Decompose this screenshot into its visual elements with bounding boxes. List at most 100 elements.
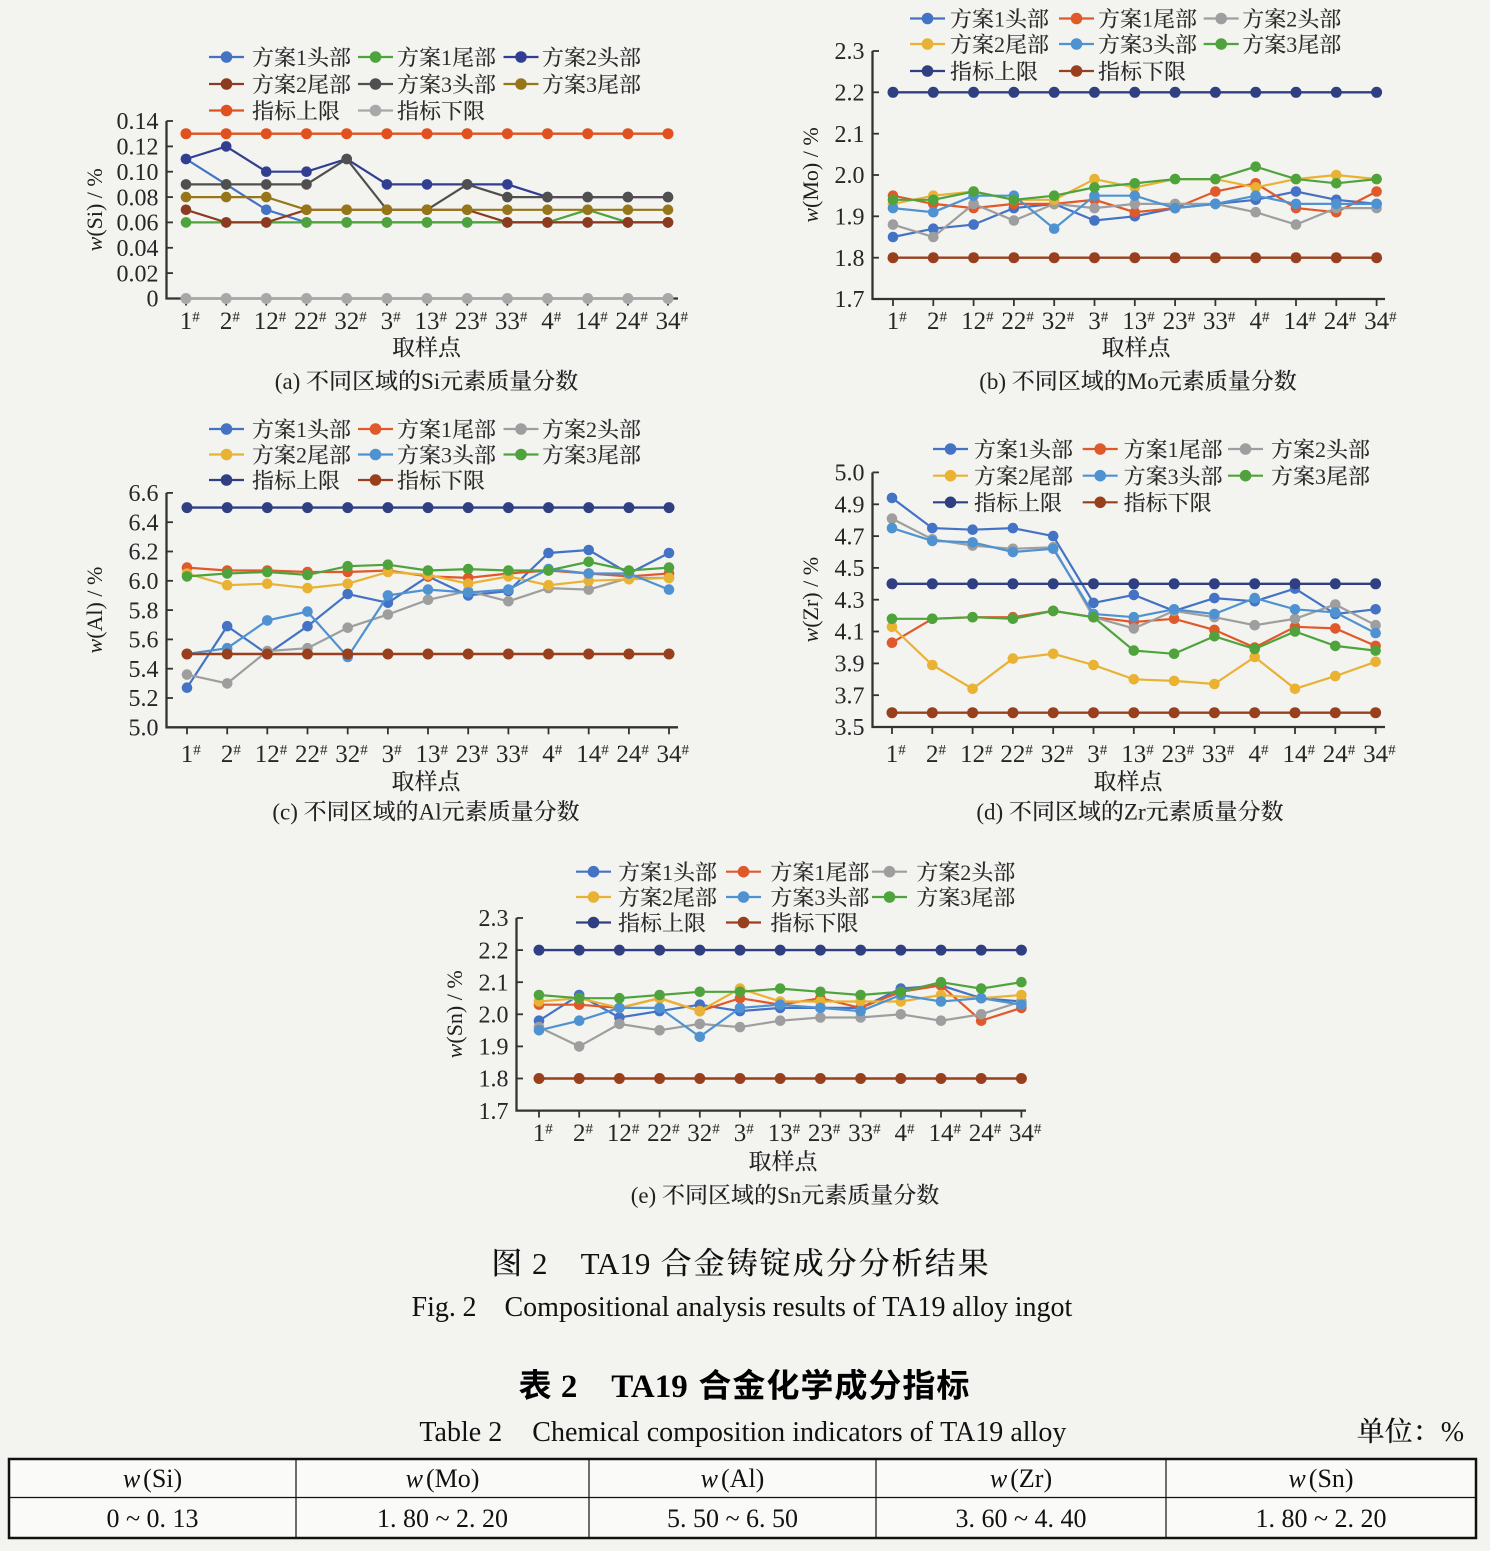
svg-text:1.9: 1.9 [479, 1035, 509, 1061]
svg-text:3: 3 [1142, 32, 1153, 57]
svg-text:2: 2 [1315, 437, 1326, 462]
svg-text:3: 3 [441, 72, 452, 97]
svg-text:w(Mo): w (Mo) [406, 1464, 480, 1493]
svg-text:2: 2 [586, 45, 597, 70]
svg-text:2.1: 2.1 [479, 970, 509, 996]
svg-text:1. 80 ~ 2. 20: 1. 80 ~ 2. 20 [1255, 1504, 1386, 1533]
svg-text:1.7: 1.7 [835, 287, 865, 313]
svg-text:w(Si) / %: w(Si) / % [82, 168, 107, 251]
svg-text:3: 3 [1168, 464, 1179, 489]
svg-text:3: 3 [960, 885, 971, 910]
svg-text:22#: 22# [295, 741, 328, 768]
svg-text:3: 3 [586, 443, 597, 468]
svg-text:1: 1 [994, 7, 1005, 32]
svg-text:(d): (d) [976, 800, 1009, 825]
svg-text:2: 2 [296, 72, 307, 97]
svg-text:2: 2 [1018, 464, 1029, 489]
svg-text:Fig. 2: Fig. 2 [412, 1292, 477, 1323]
svg-text:5.0: 5.0 [835, 461, 865, 487]
svg-text:1.7: 1.7 [479, 1099, 509, 1125]
svg-text:4.9: 4.9 [835, 493, 865, 519]
svg-text:4.3: 4.3 [835, 588, 865, 614]
svg-text:2: 2 [553, 1369, 578, 1405]
svg-text:1.8: 1.8 [479, 1067, 509, 1093]
svg-text:3. 60 ~ 4. 40: 3. 60 ~ 4. 40 [955, 1504, 1086, 1533]
svg-text:34#: 34# [656, 308, 689, 335]
svg-text:TA19: TA19 [581, 1246, 659, 1281]
svg-text:2.2: 2.2 [479, 938, 509, 964]
svg-text:Mo: Mo [1127, 369, 1159, 394]
svg-text:w(Al) / %: w(Al) / % [82, 567, 107, 654]
svg-text:1: 1 [1018, 437, 1029, 462]
svg-text:3: 3 [814, 885, 825, 910]
svg-text:2: 2 [960, 860, 971, 885]
svg-text:3: 3 [1315, 464, 1326, 489]
svg-text:3.5: 3.5 [835, 715, 865, 741]
svg-text:5. 50 ~ 6. 50: 5. 50 ~ 6. 50 [667, 1504, 798, 1533]
svg-text:0.10: 0.10 [117, 160, 159, 186]
svg-text:%: % [1441, 1417, 1464, 1448]
svg-text:2: 2 [586, 417, 597, 442]
svg-text:2: 2 [994, 32, 1005, 57]
svg-text:1: 1 [1168, 437, 1179, 462]
svg-text:Zr: Zr [1124, 800, 1146, 825]
svg-text:1: 1 [662, 860, 673, 885]
svg-text:0.02: 0.02 [117, 261, 159, 287]
svg-text:6.6: 6.6 [129, 481, 159, 507]
svg-text:2: 2 [662, 885, 673, 910]
svg-text:2: 2 [1286, 7, 1297, 32]
svg-text:1: 1 [814, 860, 825, 885]
svg-text:2: 2 [524, 1246, 547, 1281]
svg-text:1: 1 [441, 417, 452, 442]
svg-text:TA19: TA19 [611, 1369, 696, 1405]
svg-text:4.7: 4.7 [835, 524, 865, 550]
svg-text:2.3: 2.3 [835, 39, 865, 65]
svg-text:1.9: 1.9 [835, 205, 865, 231]
svg-text:1.8: 1.8 [835, 246, 865, 272]
svg-text:0.12: 0.12 [117, 135, 159, 161]
svg-text:(c): (c) [272, 800, 303, 825]
svg-text:5.6: 5.6 [129, 628, 159, 654]
svg-text:0: 0 [147, 287, 159, 313]
svg-text:23#: 23# [808, 1120, 841, 1147]
svg-text:0 ~ 0. 13: 0 ~ 0. 13 [106, 1504, 198, 1533]
svg-text:4.1: 4.1 [835, 620, 865, 646]
svg-text:5.4: 5.4 [129, 657, 159, 683]
svg-text:Al: Al [419, 800, 442, 825]
svg-text:6.4: 6.4 [129, 510, 159, 536]
svg-text:1: 1 [1142, 7, 1153, 32]
svg-text:(e): (e) [631, 1183, 662, 1208]
svg-text:5.2: 5.2 [129, 686, 159, 712]
svg-text:0.08: 0.08 [117, 185, 159, 211]
svg-text:2.1: 2.1 [835, 122, 865, 148]
svg-text:(a): (a) [275, 369, 306, 394]
svg-text:3: 3 [1286, 32, 1297, 57]
svg-text:w(Si): w (Si) [123, 1464, 182, 1493]
svg-text:1. 80 ~ 2. 20: 1. 80 ~ 2. 20 [377, 1504, 508, 1533]
svg-text:Si: Si [421, 369, 440, 394]
svg-text:4.5: 4.5 [835, 556, 865, 582]
svg-text:1: 1 [296, 45, 307, 70]
svg-text:3: 3 [441, 443, 452, 468]
svg-text:w(Zr): w (Zr) [990, 1464, 1052, 1493]
svg-text:2.0: 2.0 [835, 163, 865, 189]
svg-text:6.0: 6.0 [129, 569, 159, 595]
svg-text:5.8: 5.8 [129, 598, 159, 624]
svg-text:w(Sn) / %: w(Sn) / % [442, 970, 467, 1058]
svg-text:2.3: 2.3 [479, 906, 509, 932]
svg-text:(b): (b) [979, 369, 1012, 394]
svg-text:0.14: 0.14 [117, 109, 159, 135]
svg-text:Chemical composition indicator: Chemical composition indicators of TA19 … [532, 1417, 1066, 1448]
svg-text:w(Mo) / %: w(Mo) / % [798, 127, 823, 222]
svg-text:2.2: 2.2 [835, 81, 865, 107]
svg-text:0.06: 0.06 [117, 211, 159, 237]
svg-text:w(Zr) / %: w(Zr) / % [798, 557, 823, 643]
svg-text:5.0: 5.0 [129, 716, 159, 742]
svg-text:Sn: Sn [777, 1183, 802, 1208]
svg-text:2.0: 2.0 [479, 1003, 509, 1029]
svg-text:0.04: 0.04 [117, 236, 159, 262]
svg-text:3.7: 3.7 [835, 683, 865, 709]
svg-text:Table 2: Table 2 [419, 1417, 502, 1448]
svg-text:6.2: 6.2 [129, 540, 159, 566]
svg-text:3: 3 [586, 72, 597, 97]
